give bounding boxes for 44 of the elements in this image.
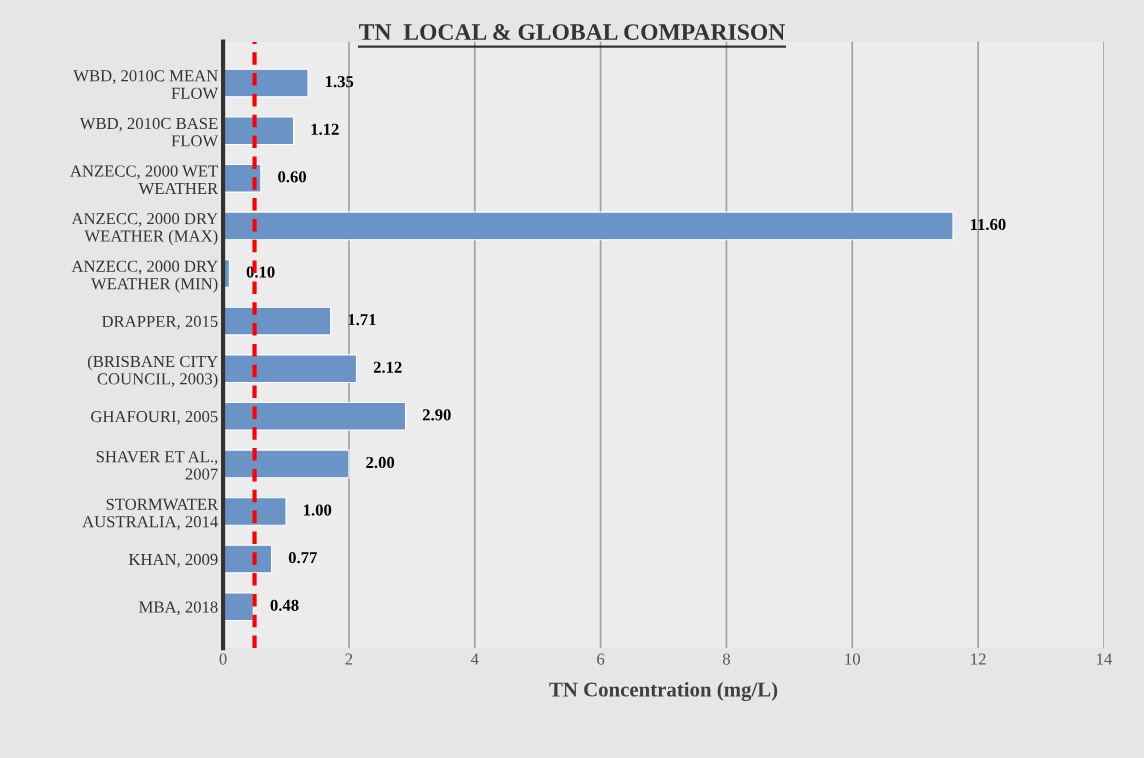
x-tick-label: 0 xyxy=(219,653,227,665)
bar xyxy=(223,449,350,479)
y-tick-label: MBA, 2018 xyxy=(139,601,218,616)
data-label: 2.00 xyxy=(366,456,395,469)
data-label: 1.35 xyxy=(326,76,354,88)
data-label: 0.48 xyxy=(270,599,299,611)
y-tick-label: DRAPPER, 2015 xyxy=(102,315,218,330)
bar xyxy=(223,211,954,241)
x-tick-label: 6 xyxy=(597,653,605,665)
data-label: 1.12 xyxy=(311,123,339,135)
data-label: 1.00 xyxy=(304,504,332,516)
y-tick-label: WBD, 2010C BASE FLOW xyxy=(79,117,219,147)
y-tick-label: ANZECC, 2000 DRY WEATHER (MAX) xyxy=(71,213,218,246)
x-tick-label: 10 xyxy=(845,653,860,665)
bar xyxy=(223,68,309,98)
y-tick-label: ANZECC, 2000 WET WEATHER xyxy=(70,165,219,195)
bar xyxy=(223,544,273,574)
y-tick-label: (BRISBANE CITY COUNCIL, 2003) xyxy=(87,355,218,388)
bar xyxy=(223,306,332,336)
y-tick-label: STORMWATER AUSTRALIA, 2014 xyxy=(82,498,219,530)
data-label: 0.10 xyxy=(246,266,275,278)
y-tick-label: ANZECC, 2000 DRY WEATHER (MIN) xyxy=(71,260,218,293)
bar xyxy=(223,354,358,384)
chart-title: TN LOCAL & GLOBAL COMPARISON xyxy=(359,24,785,41)
data-label: 2.90 xyxy=(422,409,451,421)
x-tick-label: 14 xyxy=(1097,653,1113,665)
data-label: 11.60 xyxy=(970,218,1006,231)
y-tick-label: SHAVER ET AL., 2007 xyxy=(96,451,218,480)
x-tick-label: 8 xyxy=(722,653,730,665)
data-label: 2.12 xyxy=(373,361,402,373)
y-tick-label: GHAFOURI, 2005 xyxy=(91,411,218,425)
bar xyxy=(223,497,287,526)
bar xyxy=(223,116,295,146)
x-tick-label: 12 xyxy=(971,653,986,665)
x-axis-title: TN Concentration (mg/L) xyxy=(549,681,778,702)
data-label: 1.71 xyxy=(348,314,376,326)
bar xyxy=(223,592,254,622)
y-tick-label: KHAN, 2009 xyxy=(128,553,218,568)
x-tick-label: 2 xyxy=(345,653,353,665)
data-label: 0.77 xyxy=(288,552,317,564)
data-label: 0.60 xyxy=(278,171,307,183)
y-tick-label: WBD, 2010C MEAN FLOW xyxy=(73,70,219,99)
bar xyxy=(223,401,407,431)
x-tick-label: 4 xyxy=(470,653,479,665)
